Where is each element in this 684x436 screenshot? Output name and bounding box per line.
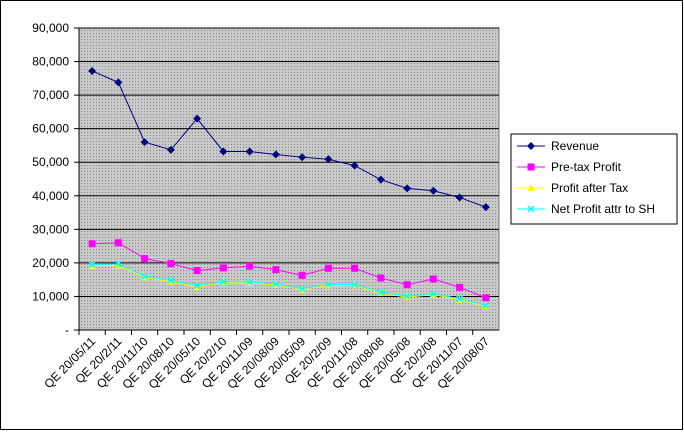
marker (482, 301, 490, 310)
marker (167, 276, 175, 284)
marker (141, 255, 149, 263)
marker (246, 278, 254, 286)
y-tick-label: 60,000 (32, 122, 69, 136)
marker (527, 205, 535, 213)
marker (140, 138, 149, 147)
marker (193, 282, 201, 290)
marker (114, 78, 123, 87)
marker (88, 66, 97, 75)
marker (298, 285, 306, 293)
marker (245, 147, 254, 156)
y-tick-label: 80,000 (32, 55, 69, 69)
marker (403, 184, 412, 193)
marker (527, 163, 535, 171)
legend-label: Net Profit attr to SH (551, 202, 655, 216)
series-line (92, 242, 487, 299)
marker (298, 271, 306, 279)
y-tick-label: 90,000 (32, 21, 69, 35)
marker (166, 145, 175, 154)
marker (324, 280, 332, 288)
plot-area (78, 27, 500, 331)
marker (219, 278, 227, 286)
marker (272, 280, 280, 288)
legend-label: Revenue (551, 139, 599, 153)
marker (167, 260, 175, 268)
marker (403, 292, 411, 300)
marker (376, 175, 385, 184)
y-tick-label: 20,000 (32, 256, 69, 270)
marker (455, 193, 464, 202)
marker (272, 266, 280, 274)
marker (324, 155, 333, 164)
marker (377, 288, 385, 296)
marker (141, 272, 149, 280)
marker (193, 267, 201, 275)
y-tick-label: 30,000 (32, 222, 69, 236)
marker (193, 114, 202, 123)
marker (481, 203, 490, 212)
series-line (92, 264, 486, 307)
marker (114, 239, 122, 247)
marker (219, 264, 227, 272)
series-line (92, 263, 486, 306)
marker (271, 150, 280, 159)
marker (298, 153, 307, 162)
marker (246, 262, 254, 270)
marker (219, 147, 228, 156)
marker (351, 281, 359, 289)
marker (527, 142, 535, 150)
y-tick-label: 50,000 (32, 155, 69, 169)
marker (351, 264, 359, 272)
marker (456, 295, 464, 303)
marker (403, 281, 411, 289)
y-tick-label: - (65, 323, 69, 337)
marker (377, 274, 385, 282)
marker (527, 184, 535, 191)
marker (88, 240, 96, 248)
marker (350, 161, 359, 170)
marker (482, 294, 490, 302)
marker (456, 283, 464, 291)
legend-label: Profit after Tax (551, 181, 628, 195)
marker (324, 264, 332, 272)
marker (114, 260, 122, 268)
marker (429, 290, 437, 298)
y-tick-label: 70,000 (32, 88, 69, 102)
y-tick-label: 40,000 (32, 189, 69, 203)
legend-label: Pre-tax Profit (551, 160, 622, 174)
marker (429, 186, 438, 195)
series-line (91, 70, 487, 208)
y-tick-label: 10,000 (32, 289, 69, 303)
marker (88, 261, 96, 269)
marker (429, 275, 437, 283)
